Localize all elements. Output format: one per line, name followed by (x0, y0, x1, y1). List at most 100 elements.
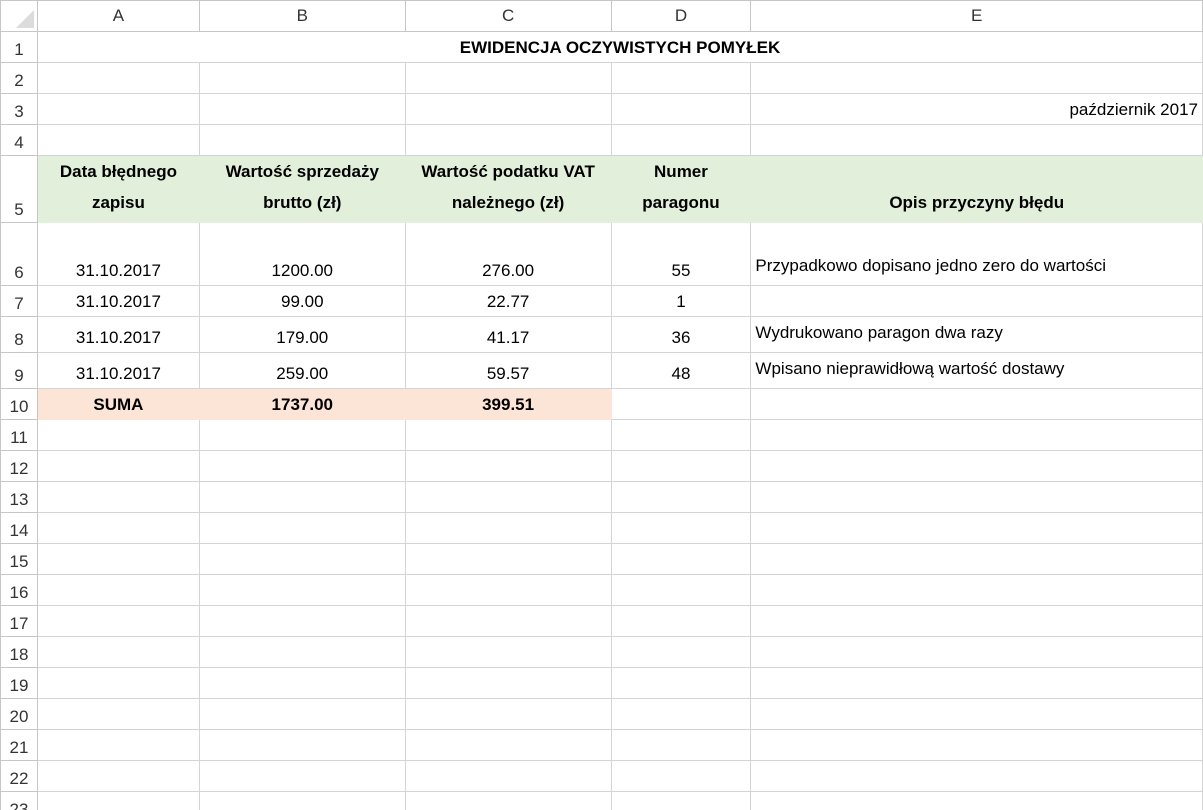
cell[interactable] (36, 62, 200, 94)
row-header[interactable]: 1 (0, 31, 38, 63)
cell[interactable] (750, 667, 1203, 699)
data-cell[interactable]: 31.10.2017 (36, 285, 200, 317)
cell[interactable] (610, 605, 752, 637)
cell[interactable] (36, 512, 200, 544)
row-header[interactable]: 11 (0, 419, 38, 451)
cell[interactable] (198, 698, 406, 730)
cell[interactable] (750, 124, 1203, 156)
cell[interactable] (750, 481, 1203, 513)
data-cell[interactable]: 179.00 (198, 316, 406, 353)
row-header[interactable]: 4 (0, 124, 38, 156)
cell[interactable] (404, 93, 612, 125)
cell[interactable] (198, 512, 406, 544)
cell[interactable] (198, 636, 406, 668)
data-cell[interactable]: 41.17 (404, 316, 612, 353)
cell[interactable] (36, 760, 200, 792)
column-header-b[interactable]: B (198, 0, 406, 32)
cell[interactable] (750, 543, 1203, 575)
data-cell[interactable]: 1200.00 (198, 222, 406, 286)
cell[interactable] (610, 698, 752, 730)
cell[interactable] (610, 481, 752, 513)
cell[interactable] (36, 791, 200, 810)
data-cell[interactable]: 276.00 (404, 222, 612, 286)
data-cell[interactable]: Przypadkowo dopisano jedno zero do warto… (750, 222, 1203, 286)
row-header[interactable]: 18 (0, 636, 38, 668)
cell[interactable] (750, 698, 1203, 730)
cell[interactable] (404, 636, 612, 668)
cell[interactable] (750, 419, 1203, 451)
cell[interactable] (198, 543, 406, 575)
cell[interactable] (404, 667, 612, 699)
cell[interactable] (198, 62, 406, 94)
data-cell[interactable]: 55 (610, 222, 752, 286)
cell[interactable] (198, 481, 406, 513)
cell[interactable] (750, 760, 1203, 792)
cell[interactable] (404, 574, 612, 606)
cell[interactable] (198, 791, 406, 810)
cell[interactable] (750, 62, 1203, 94)
cell[interactable] (404, 760, 612, 792)
cell[interactable] (404, 791, 612, 810)
column-header-e[interactable]: E (750, 0, 1203, 32)
cell[interactable] (750, 636, 1203, 668)
row-header[interactable]: 22 (0, 760, 38, 792)
data-cell[interactable]: 259.00 (198, 352, 406, 389)
cell[interactable] (198, 93, 406, 125)
cell[interactable] (36, 574, 200, 606)
cell[interactable] (36, 450, 200, 482)
data-cell[interactable]: Wpisano nieprawidłową wartość dostawy (750, 352, 1203, 389)
cell[interactable] (610, 388, 752, 420)
column-header-c[interactable]: C (404, 0, 612, 32)
data-cell[interactable]: 36 (610, 316, 752, 353)
cell[interactable] (610, 512, 752, 544)
cell[interactable] (610, 419, 752, 451)
cell[interactable] (36, 93, 200, 125)
cell[interactable] (610, 543, 752, 575)
cell[interactable] (198, 729, 406, 761)
cell[interactable] (36, 481, 200, 513)
data-cell[interactable]: 59.57 (404, 352, 612, 389)
cell[interactable] (610, 124, 752, 156)
cell[interactable] (404, 124, 612, 156)
data-cell[interactable]: 1 (610, 285, 752, 317)
data-cell[interactable]: 22.77 (404, 285, 612, 317)
row-header[interactable]: 23 (0, 791, 38, 810)
cell[interactable] (198, 419, 406, 451)
cell[interactable] (404, 62, 612, 94)
column-label-cell[interactable]: Opis przyczyny błędu (750, 155, 1203, 223)
row-header[interactable]: 16 (0, 574, 38, 606)
cell[interactable] (750, 791, 1203, 810)
select-all-corner[interactable] (0, 0, 38, 32)
cell[interactable] (610, 729, 752, 761)
cell[interactable] (610, 760, 752, 792)
cell[interactable] (404, 419, 612, 451)
data-cell[interactable] (750, 285, 1203, 317)
cell[interactable] (404, 481, 612, 513)
cell[interactable] (610, 667, 752, 699)
cell[interactable] (198, 667, 406, 699)
cell[interactable] (198, 450, 406, 482)
row-header[interactable]: 21 (0, 729, 38, 761)
row-header[interactable]: 15 (0, 543, 38, 575)
cell[interactable] (750, 512, 1203, 544)
data-cell[interactable]: 31.10.2017 (36, 352, 200, 389)
data-cell[interactable]: 99.00 (198, 285, 406, 317)
cell[interactable] (36, 419, 200, 451)
row-header[interactable]: 14 (0, 512, 38, 544)
cell[interactable] (610, 62, 752, 94)
cell[interactable] (36, 698, 200, 730)
row-header[interactable]: 2 (0, 62, 38, 94)
total-cell[interactable]: 399.51 (404, 388, 612, 420)
row-header[interactable]: 6 (0, 222, 38, 286)
column-label-cell[interactable]: Wartość podatku VAT należnego (zł) (404, 155, 612, 223)
column-header-a[interactable]: A (36, 0, 200, 32)
data-cell[interactable]: 31.10.2017 (36, 316, 200, 353)
row-header[interactable]: 13 (0, 481, 38, 513)
data-cell[interactable]: 31.10.2017 (36, 222, 200, 286)
cell[interactable] (404, 698, 612, 730)
cell[interactable] (198, 760, 406, 792)
cell[interactable] (404, 729, 612, 761)
cell[interactable] (750, 605, 1203, 637)
cell[interactable] (610, 93, 752, 125)
cell[interactable] (36, 605, 200, 637)
